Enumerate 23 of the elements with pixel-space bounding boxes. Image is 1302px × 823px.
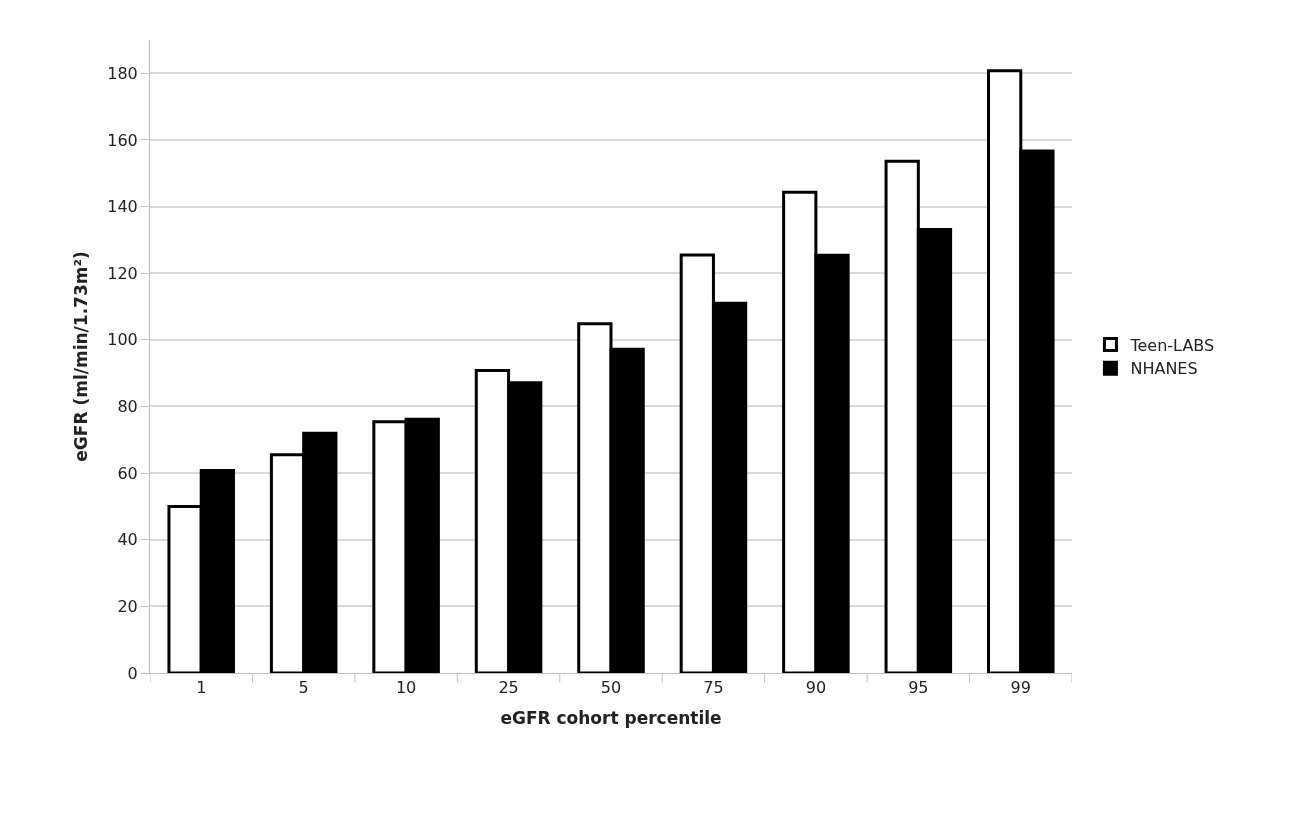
y-tick-label: 100 [107,330,138,350]
x-tick-label: 95 [908,678,929,698]
y-tick-label: 40 [117,530,138,550]
x-axis-title: eGFR cohort percentile [500,707,722,728]
y-tick-label: 140 [107,197,138,217]
y-tick-label: 180 [107,63,138,83]
legend-label: NHANES [1130,359,1198,379]
x-tick-label: 5 [298,678,309,698]
legend-label: Teen-LABS [1129,335,1215,355]
y-tick-label: 0 [127,663,138,683]
x-tick-label: 25 [498,678,519,698]
y-tick-label: 20 [117,596,138,616]
x-tick-label: 50 [600,678,622,698]
y-axis-title: eGFR (ml/min/1.73m²) [70,251,91,462]
x-tick-label: 75 [703,678,724,698]
x-tick-label: 10 [395,678,417,698]
x-tick-label: 99 [1010,678,1031,698]
y-tick-label: 160 [107,130,138,150]
y-tick-label: 80 [117,397,138,417]
y-tick-label: 120 [107,263,138,283]
y-tick-label: 60 [117,463,138,483]
x-tick-label: 1 [196,678,207,698]
x-tick-label: 90 [805,678,827,698]
